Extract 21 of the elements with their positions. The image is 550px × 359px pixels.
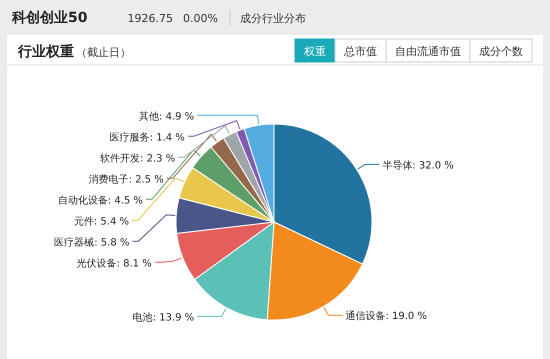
text: 总市值 [343,45,377,58]
slice-label: 其他: 4.9 % [139,110,194,122]
slice-label: 电池: 13.9 % [132,311,194,324]
slice-label: 通信设备: 19.0 % [345,310,427,322]
slice-label: 元件: 5.4 % [74,216,130,228]
text: 1926.75 [127,12,173,25]
slice-label: 半导体: 32.0 % [382,159,454,172]
text: 成分行业分布 [240,12,306,25]
text: 0.00% [182,12,218,25]
text: 科创创业50 [11,10,88,26]
chart-subtitle: （截止日） [76,46,131,59]
text: 成分个数 [479,45,523,58]
slice-label: 自动化设备: 4.5 % [58,194,143,206]
text: 权重 [303,45,326,58]
slice-label: 软件开发: 2.3 % [100,152,176,164]
slice-label: 医疗器械: 5.8 % [54,236,130,248]
chart-title: 行业权重 [17,44,74,60]
slice-label: 光伏设备: 8.1 % [76,257,152,270]
text: 自由流通市值 [395,45,461,58]
slice-label: 医疗服务: 1.4 % [110,131,185,144]
slice-label: 消费电子: 2.5 % [88,173,164,186]
